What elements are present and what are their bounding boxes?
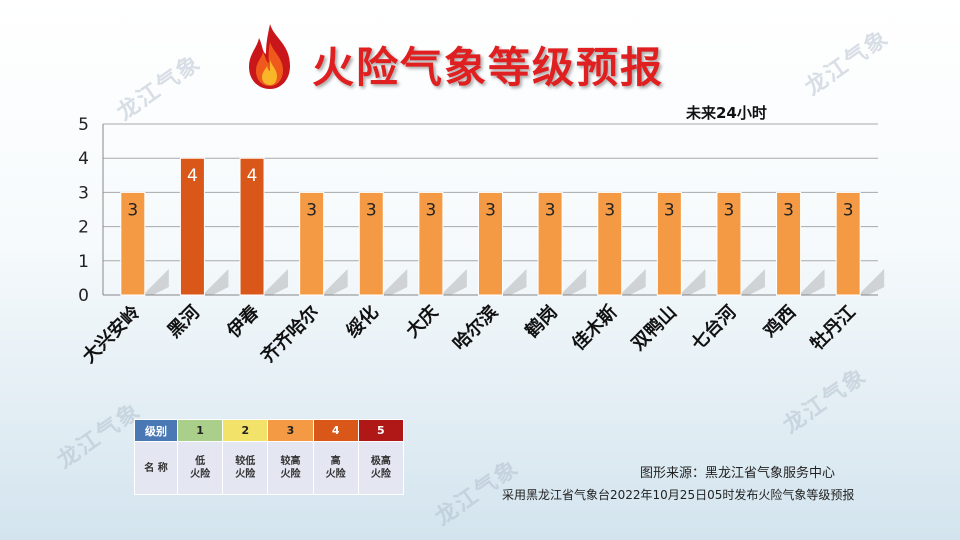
bar-value-label: 3 — [366, 200, 377, 220]
bar-shadow — [619, 269, 646, 295]
bar-shadow — [202, 269, 229, 295]
bar — [179, 157, 205, 296]
bar — [120, 191, 146, 296]
bar-value-label: 4 — [187, 166, 198, 186]
bar — [299, 191, 325, 296]
bar-shadow — [858, 269, 885, 295]
legend-name-4: 高火险 — [312, 441, 359, 495]
bar-shadow — [798, 269, 825, 295]
legend-level-3: 3 — [267, 419, 314, 442]
bar — [478, 191, 503, 296]
bar-value-label: 3 — [127, 200, 138, 220]
x-tick-label: 大庆 — [401, 301, 442, 342]
legend-level-1: 1 — [176, 419, 224, 442]
y-tick-label: 4 — [78, 149, 89, 169]
legend-name-5: 极高 火险 — [357, 441, 405, 495]
y-tick-label: 3 — [78, 183, 89, 203]
bar-shadow — [500, 269, 527, 295]
bar-shadow — [142, 269, 169, 295]
legend-level-5: 5 — [357, 419, 405, 442]
watermark: 龙江气象 — [52, 398, 146, 474]
legend-name-2: 较低 火险 — [222, 441, 269, 495]
bar-shadow — [679, 269, 706, 295]
bar — [537, 191, 563, 296]
bar-shadow — [440, 269, 467, 295]
bar-value-label: 3 — [545, 200, 556, 220]
bar-value-label: 3 — [724, 200, 735, 220]
bar-value-label: 3 — [664, 200, 675, 220]
x-tick-label: 牡丹江 — [806, 301, 860, 355]
bar-shadow — [560, 269, 587, 295]
x-tick-label: 齐齐哈尔 — [257, 301, 323, 367]
y-tick-label: 1 — [78, 252, 89, 272]
bar — [656, 191, 682, 296]
bar — [239, 157, 265, 296]
bar-value-label: 3 — [485, 200, 496, 220]
x-tick-label: 佳木斯 — [568, 301, 622, 355]
bar-value-label: 3 — [306, 200, 317, 220]
legend-name-3: 较高 火险 — [267, 441, 314, 495]
x-tick-label: 哈尔滨 — [448, 301, 502, 355]
bar-shadow — [738, 269, 765, 295]
x-tick-label: 七台河 — [687, 301, 741, 355]
bar — [776, 191, 802, 296]
bar — [597, 191, 623, 296]
x-tick-label: 鹤岗 — [521, 301, 562, 342]
fire-level-legend: 级别 1 2 3 4 5 名 称 低火险 较低 火险 较高 火险 高火险 极高 火险 — [134, 419, 405, 495]
bar-value-label: 3 — [604, 200, 615, 220]
bar-value-label: 3 — [425, 200, 436, 220]
bar-shadow — [321, 269, 348, 295]
bar — [716, 191, 742, 296]
bar-value-label: 3 — [783, 200, 794, 220]
bar-value-label: 4 — [247, 166, 258, 186]
chart-subtitle: 未来24小时 — [686, 104, 767, 122]
legend-level-2: 2 — [222, 419, 269, 442]
bar — [418, 191, 444, 296]
legend-name-1: 低火险 — [176, 441, 224, 495]
issuance-note: 采用黑龙江省气象台2022年10月25日05时发布火险气象等级预报 — [502, 488, 855, 502]
legend-level-4: 4 — [312, 419, 359, 442]
legend-header-label: 级别 — [134, 419, 178, 442]
bar — [835, 191, 861, 296]
x-tick-label: 黑河 — [164, 302, 204, 342]
x-tick-label: 绥化 — [342, 301, 383, 342]
bar — [358, 191, 384, 296]
x-tick-label: 大兴安岭 — [78, 301, 144, 367]
x-tick-label: 双鸭山 — [627, 301, 681, 355]
bar-shadow — [262, 269, 289, 295]
page-title: 火险气象等级预报 — [312, 43, 665, 92]
source-text: 图形来源：黑龙江省气象服务中心 — [640, 466, 836, 481]
legend-row-label: 名 称 — [134, 441, 178, 495]
y-tick-label: 0 — [78, 286, 89, 306]
bar-value-label: 3 — [843, 200, 854, 220]
x-tick-label: 伊春 — [222, 300, 264, 342]
flame-icon — [249, 24, 290, 89]
bar-shadow — [381, 269, 408, 295]
x-tick-label: 鸡西 — [758, 301, 800, 343]
y-tick-label: 5 — [78, 115, 89, 135]
y-tick-label: 2 — [78, 218, 89, 238]
